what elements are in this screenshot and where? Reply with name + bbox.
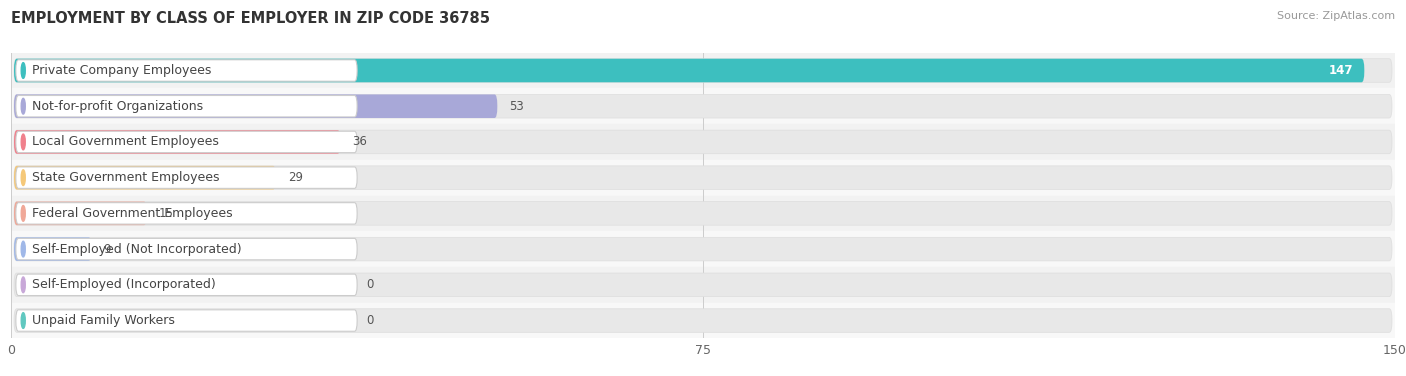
FancyBboxPatch shape	[14, 94, 1392, 118]
FancyBboxPatch shape	[15, 203, 357, 224]
Text: 0: 0	[367, 278, 374, 291]
Bar	[11, 303, 1395, 338]
FancyBboxPatch shape	[15, 96, 357, 117]
Text: Source: ZipAtlas.com: Source: ZipAtlas.com	[1277, 11, 1395, 21]
Circle shape	[21, 134, 25, 150]
FancyBboxPatch shape	[14, 309, 1392, 332]
Bar	[11, 267, 1395, 303]
Text: 36: 36	[353, 135, 367, 149]
Bar	[11, 124, 1395, 160]
Text: 53: 53	[509, 100, 524, 113]
Text: 0: 0	[367, 314, 374, 327]
Text: Self-Employed (Not Incorporated): Self-Employed (Not Incorporated)	[31, 243, 242, 256]
FancyBboxPatch shape	[14, 59, 1364, 82]
FancyBboxPatch shape	[14, 237, 91, 261]
FancyBboxPatch shape	[15, 167, 357, 188]
FancyBboxPatch shape	[15, 274, 357, 296]
Text: Not-for-profit Organizations: Not-for-profit Organizations	[31, 100, 202, 113]
FancyBboxPatch shape	[14, 202, 146, 225]
FancyBboxPatch shape	[14, 130, 1392, 154]
Circle shape	[21, 63, 25, 78]
Bar	[11, 88, 1395, 124]
Circle shape	[21, 241, 25, 257]
FancyBboxPatch shape	[15, 310, 357, 331]
FancyBboxPatch shape	[14, 202, 1392, 225]
FancyBboxPatch shape	[14, 273, 1392, 297]
Text: Local Government Employees: Local Government Employees	[31, 135, 218, 149]
FancyBboxPatch shape	[15, 60, 357, 81]
Circle shape	[21, 313, 25, 328]
FancyBboxPatch shape	[14, 59, 1392, 82]
Bar	[11, 196, 1395, 231]
FancyBboxPatch shape	[14, 94, 498, 118]
Text: Unpaid Family Workers: Unpaid Family Workers	[31, 314, 174, 327]
Circle shape	[21, 170, 25, 185]
FancyBboxPatch shape	[14, 237, 1392, 261]
Bar	[11, 231, 1395, 267]
Text: 15: 15	[159, 207, 174, 220]
Circle shape	[21, 206, 25, 221]
Bar	[11, 160, 1395, 196]
FancyBboxPatch shape	[14, 166, 1392, 190]
Text: Self-Employed (Incorporated): Self-Employed (Incorporated)	[31, 278, 215, 291]
Text: Federal Government Employees: Federal Government Employees	[31, 207, 232, 220]
Text: 29: 29	[288, 171, 302, 184]
Bar	[11, 53, 1395, 88]
FancyBboxPatch shape	[15, 131, 357, 153]
Text: Private Company Employees: Private Company Employees	[31, 64, 211, 77]
FancyBboxPatch shape	[15, 238, 357, 260]
Text: State Government Employees: State Government Employees	[31, 171, 219, 184]
Circle shape	[21, 99, 25, 114]
Circle shape	[21, 277, 25, 293]
FancyBboxPatch shape	[14, 130, 340, 154]
FancyBboxPatch shape	[14, 166, 276, 190]
Text: 9: 9	[104, 243, 111, 256]
Text: EMPLOYMENT BY CLASS OF EMPLOYER IN ZIP CODE 36785: EMPLOYMENT BY CLASS OF EMPLOYER IN ZIP C…	[11, 11, 491, 26]
Text: 147: 147	[1329, 64, 1353, 77]
